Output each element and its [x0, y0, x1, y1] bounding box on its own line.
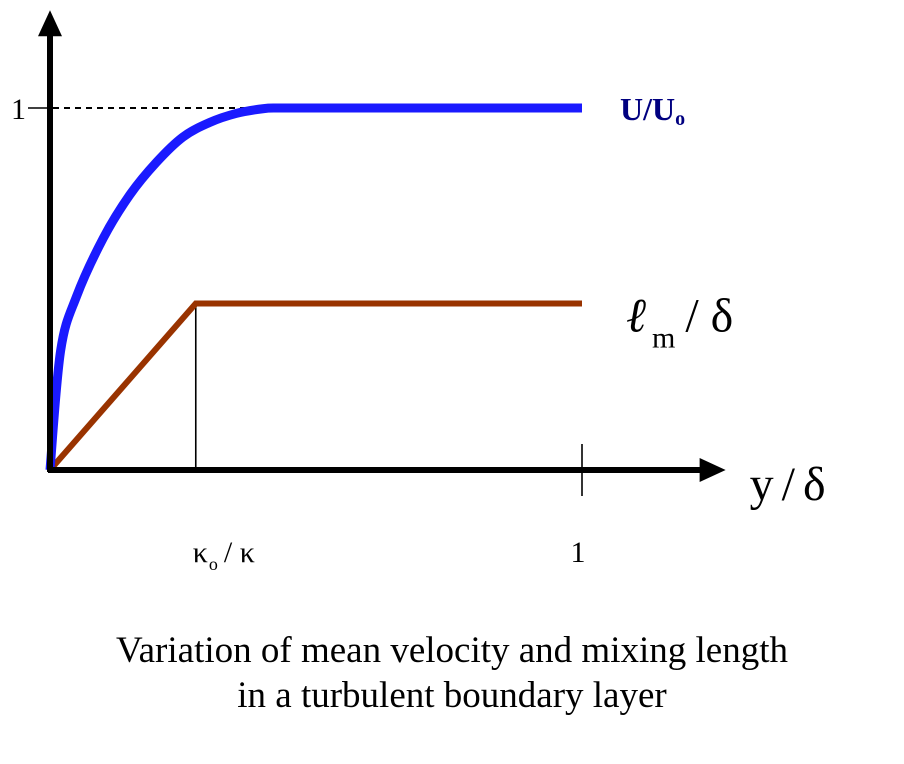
x-tick-label-kappa-ratio: κo / κ [193, 536, 255, 574]
mixing-label-ell: ℓ [626, 289, 646, 342]
mixing-label-subscript: m [652, 321, 675, 354]
velocity-label-main: U/U [620, 91, 675, 127]
kappa-ratio-tail: / κ [224, 536, 255, 569]
mixing-label-tail: / δ [685, 289, 733, 342]
kappa-o-subscript: o [209, 554, 218, 574]
velocity-label-subscript: o [675, 108, 685, 130]
y-tick-label-1: 1 [11, 93, 26, 126]
x-axis-label-y: y [750, 458, 774, 511]
caption-line-1: Variation of mean velocity and mixing le… [116, 630, 788, 671]
x-tick-label-1: 1 [571, 536, 586, 569]
x-axis-label: y / δ [750, 458, 826, 511]
y-axis-arrowhead [38, 10, 62, 37]
caption-line-2: in a turbulent boundary layer [237, 675, 667, 716]
velocity-series-label: U/Uo [620, 91, 685, 130]
kappa-o-main: κ [193, 536, 208, 569]
x-axis-arrowhead [699, 458, 726, 482]
mixing-length-series-label: ℓ m / δ [626, 289, 733, 354]
x-axis-label-slash: / [782, 458, 796, 511]
x-axis-label-delta: δ [803, 458, 826, 511]
velocity-series-line [45, 103, 582, 471]
mixing-length-series-line [47, 300, 582, 472]
